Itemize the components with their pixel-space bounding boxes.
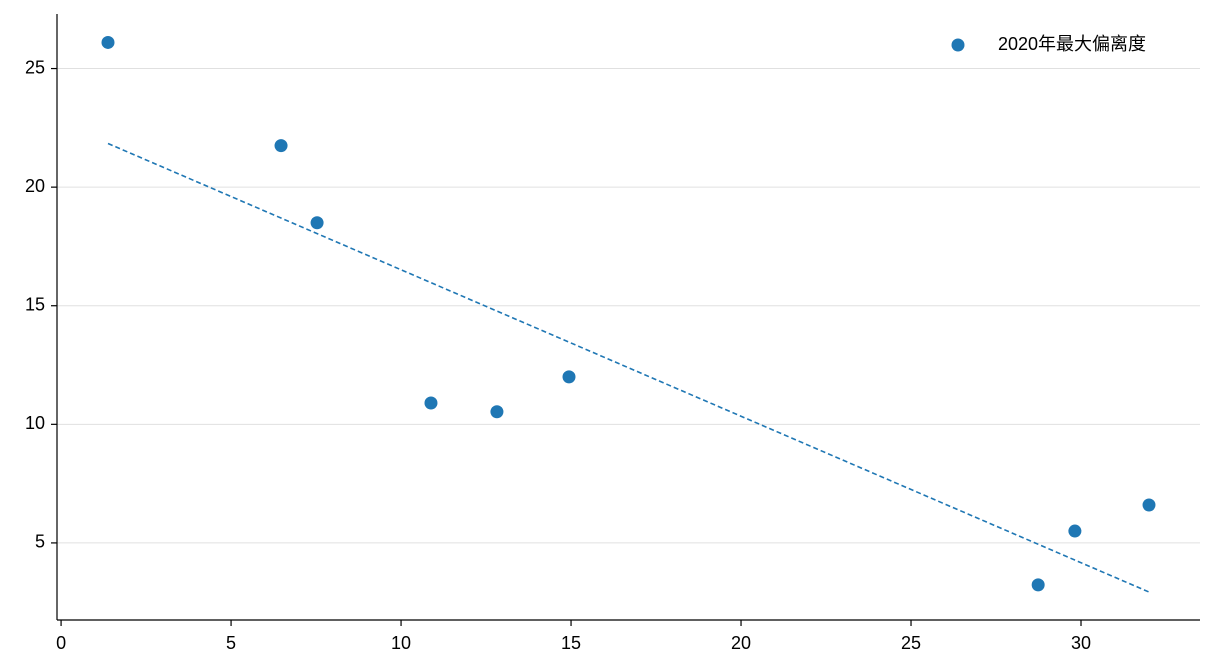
x-tick-label: 5 (226, 633, 236, 653)
scatter-point (424, 396, 438, 410)
scatter-point (101, 35, 115, 49)
x-tick-label: 0 (56, 633, 66, 653)
x-tick-label: 15 (561, 633, 581, 653)
x-tick-label: 20 (731, 633, 751, 653)
y-tick-label: 25 (25, 57, 45, 77)
y-tick-label: 20 (25, 176, 45, 196)
scatter-point (1068, 524, 1082, 538)
scatter-point (562, 370, 576, 384)
x-tick-label: 10 (391, 633, 411, 653)
scatter-point (1142, 498, 1156, 512)
scatter-point (274, 139, 288, 153)
y-tick-label: 10 (25, 413, 45, 433)
trend-line (107, 142, 1150, 593)
x-tick-label: 25 (901, 633, 921, 653)
scatter-point (310, 216, 324, 230)
y-tick-label: 5 (35, 532, 45, 552)
scatter-point (1031, 578, 1045, 592)
x-tick-label: 30 (1071, 633, 1091, 653)
scatter-point (490, 405, 504, 419)
legend-marker (951, 38, 965, 52)
legend-label: 2020年最大偏离度 (998, 34, 1146, 54)
y-tick-label: 15 (25, 294, 45, 314)
